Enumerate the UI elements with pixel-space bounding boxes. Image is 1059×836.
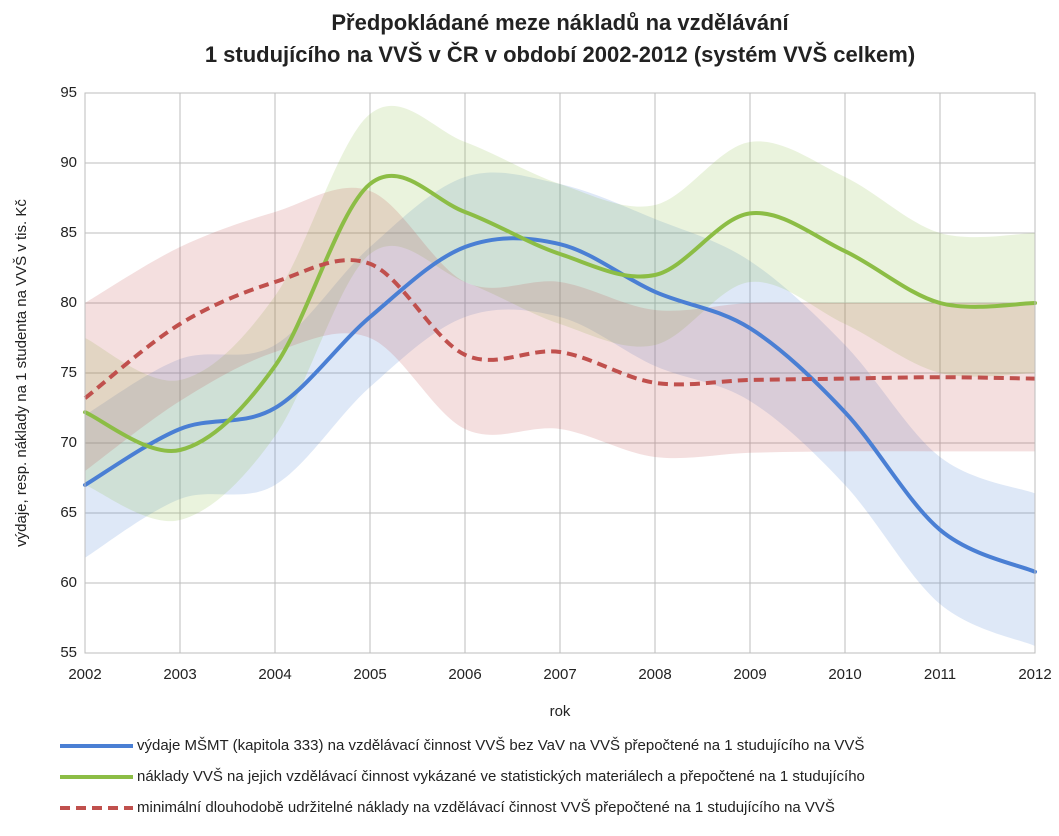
x-tick-label: 2003 [163, 666, 196, 683]
series-line [83, 236, 1037, 574]
x-tick-label: 2010 [828, 666, 861, 683]
legend-label: výdaje MŠMT (kapitola 333) na vzdělávací… [137, 737, 864, 754]
y-tick-label: 55 [60, 644, 77, 661]
y-tick-label: 90 [60, 154, 77, 171]
x-tick-label: 2002 [68, 666, 101, 683]
x-tick-label: 2011 [924, 666, 956, 683]
plot-border [84, 92, 1036, 654]
band [85, 105, 1035, 522]
x-tick-label: 2004 [258, 666, 291, 683]
legend-label: náklady VVŠ na jejich vzdělávací činnost… [137, 768, 865, 785]
legend-label: minimální dlouhodobě udržitelné náklady … [137, 799, 835, 816]
y-axis-label: výdaje, resp. náklady na 1 studenta na V… [13, 199, 30, 547]
y-tick-label: 70 [60, 434, 77, 451]
y-tick-label: 85 [60, 224, 77, 241]
x-axis-label: rok [550, 703, 571, 720]
chart-title: 1 studujícího na VVŠ v ČR v období 2002-… [205, 42, 915, 67]
x-tick-label: 2005 [353, 666, 386, 683]
y-tick-label: 80 [60, 294, 77, 311]
y-tick-label: 75 [60, 364, 77, 381]
series-line [83, 173, 1037, 453]
chart-title: Předpokládané meze nákladů na vzdělávání [331, 10, 789, 35]
x-tick-label: 2012 [1018, 666, 1051, 683]
y-tick-label: 60 [60, 574, 77, 591]
x-tick-label: 2006 [448, 666, 481, 683]
y-tick-label: 95 [60, 84, 77, 101]
band [85, 187, 1035, 471]
x-tick-label: 2009 [733, 666, 766, 683]
x-tick-label: 2007 [543, 666, 576, 683]
x-tick-label: 2008 [638, 666, 671, 683]
y-tick-label: 65 [60, 504, 77, 521]
